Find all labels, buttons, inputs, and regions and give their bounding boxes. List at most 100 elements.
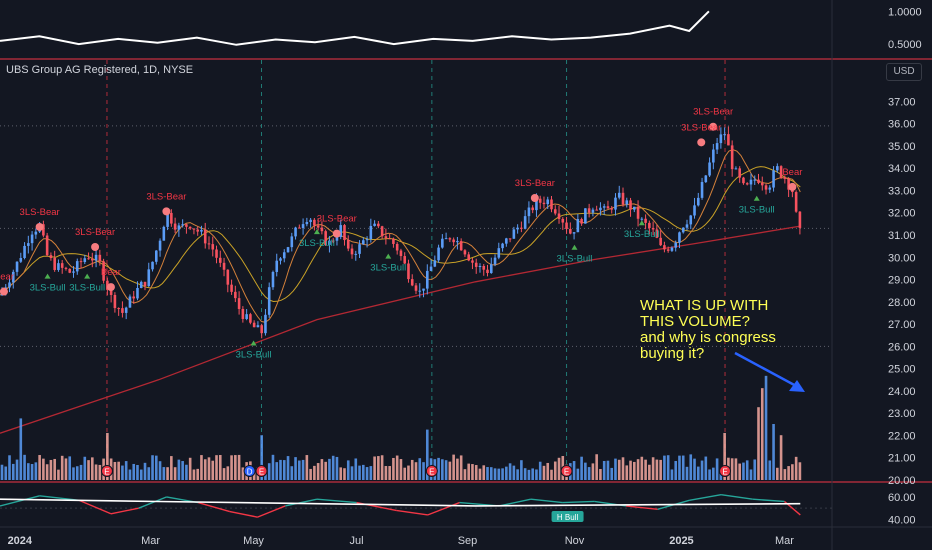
candle-body [158, 240, 162, 251]
candle-body [226, 269, 230, 285]
h-bull-badge [551, 511, 584, 522]
volume-bar [211, 460, 215, 480]
volume-bar [580, 456, 583, 480]
volume-bar [542, 465, 546, 480]
volume-bar [644, 459, 647, 480]
candle-body [410, 279, 414, 286]
volume-bar [685, 466, 689, 480]
candle-body [143, 281, 147, 286]
candle-body [181, 224, 184, 226]
price-axis-tick: 22.00 [888, 430, 916, 442]
candle-body [663, 245, 666, 250]
candle-body [94, 254, 98, 261]
candle-body [68, 268, 72, 273]
candle-body [651, 228, 655, 230]
volume-bar [8, 455, 11, 480]
volume-bar [290, 466, 294, 480]
candle-body [384, 236, 388, 239]
candle-body [429, 266, 433, 271]
volume-bar [535, 469, 538, 480]
price-axis-tick: 28.00 [888, 297, 916, 309]
signal-label: 3LS-Bull [739, 205, 775, 216]
candle-body [128, 296, 132, 308]
volume-bar [200, 455, 203, 480]
volume-bar [79, 464, 83, 480]
volume-bar [218, 455, 222, 480]
volume-bar [648, 464, 651, 480]
candle-body [320, 227, 324, 232]
candle-body [602, 206, 606, 208]
volume-bar [798, 462, 802, 480]
candle-body [719, 134, 723, 144]
volume-bar [346, 460, 350, 480]
volume-bar [331, 455, 335, 480]
candle-body [249, 314, 252, 323]
volume-bar [700, 460, 704, 480]
volume-bar [309, 468, 312, 480]
volume-bar [139, 469, 143, 480]
candle-body [463, 250, 467, 255]
volume-bar [279, 459, 282, 480]
candle-body [60, 263, 64, 268]
candle-body [53, 258, 56, 270]
candle-body [486, 269, 489, 274]
volume-bar [689, 454, 693, 480]
volume-bar [636, 459, 640, 480]
volume-bar [606, 460, 610, 480]
candle-body [689, 215, 693, 225]
candle-body [497, 248, 501, 258]
bottom-oscillator-segment [427, 501, 460, 516]
volume-bar [655, 459, 659, 480]
candle-body [11, 271, 15, 283]
price-axis-tick: 25.00 [888, 364, 916, 376]
currency-button[interactable]: USD [886, 63, 922, 81]
volume-bar [501, 468, 504, 480]
volume-bar [4, 466, 8, 480]
candle-body [685, 224, 689, 228]
signal-label: 3LS-Bear [146, 191, 186, 202]
volume-bar [147, 467, 151, 480]
signal-marker [571, 244, 578, 250]
candle-body [290, 236, 294, 248]
event-label: E [722, 468, 727, 477]
candle-body [215, 249, 218, 258]
candle-body [798, 211, 802, 228]
bottom-oscillator-segment [229, 510, 258, 518]
candle-body [177, 225, 181, 230]
volume-bar [181, 461, 184, 480]
volume-bar [373, 456, 376, 480]
candle-body [358, 244, 361, 254]
price-axis-tick: 31.00 [888, 230, 916, 242]
volume-bar [749, 469, 753, 480]
volume-bar [305, 455, 309, 480]
candle-body [768, 187, 772, 190]
volume-bar [610, 467, 614, 480]
candle-body [42, 224, 45, 236]
candle-body [678, 232, 681, 243]
event-label: E [104, 468, 109, 477]
candle-body [742, 177, 745, 184]
volume-bar [53, 458, 56, 480]
volume-bar [463, 469, 467, 480]
candle-body [173, 223, 177, 230]
volume-bar [497, 468, 501, 480]
candle-body [264, 314, 267, 334]
volume-bar [441, 459, 444, 480]
signal-marker [35, 222, 44, 231]
signal-marker [638, 220, 645, 226]
price-axis-tick: 27.00 [888, 319, 916, 331]
candle-body [166, 212, 169, 227]
candle-body [309, 219, 312, 223]
volume-bar [75, 466, 79, 480]
volume-bar [787, 466, 790, 480]
volume-bar [444, 460, 448, 480]
volume-bar [403, 467, 407, 480]
volume-bar [170, 456, 173, 480]
volume-bar [456, 458, 459, 480]
volume-bar [768, 460, 772, 480]
price-axis-tick: 21.00 [888, 453, 916, 465]
candle-body [745, 183, 749, 185]
volume-bar [267, 463, 271, 480]
candle-body [572, 232, 576, 234]
volume-bar [760, 388, 764, 480]
